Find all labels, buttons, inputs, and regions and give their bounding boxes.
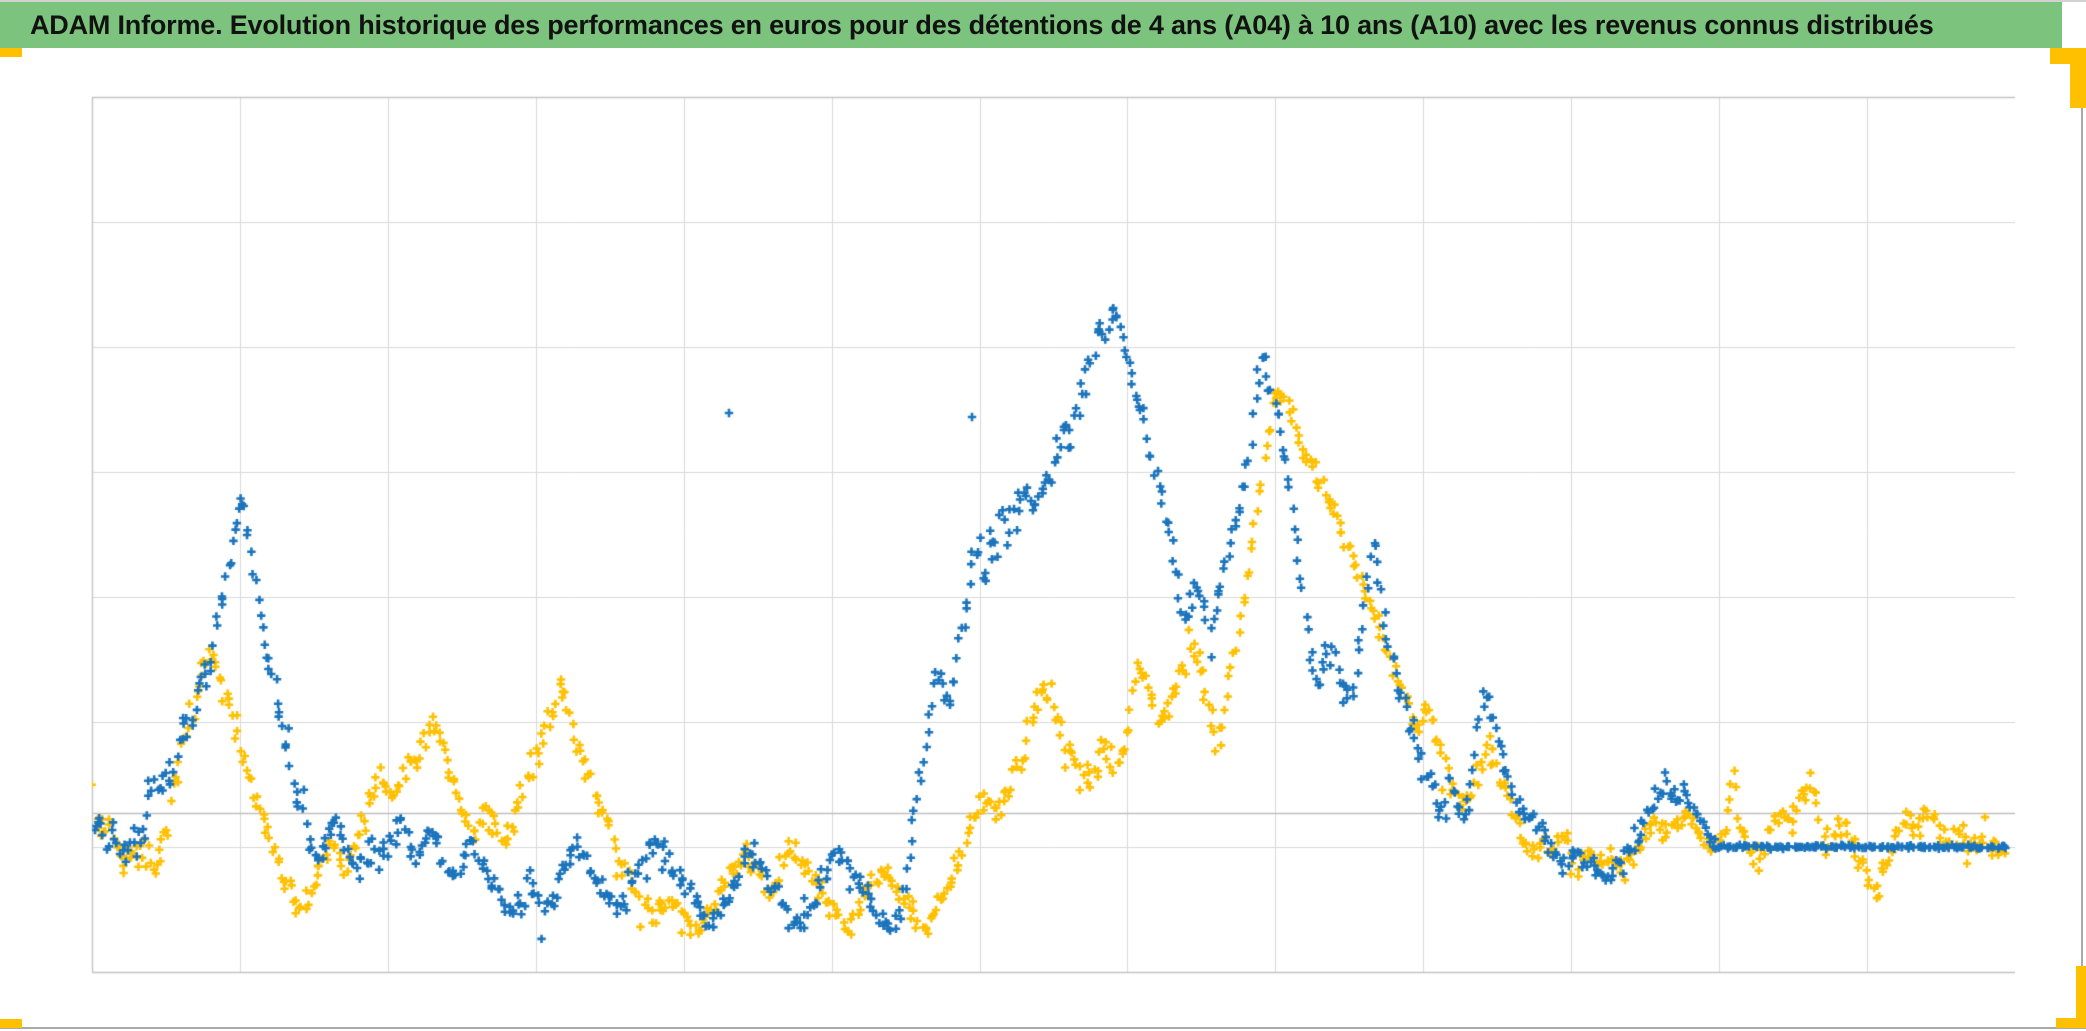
- right-edge-line: [2081, 48, 2083, 1029]
- corner-mark-bottom-left: [0, 1019, 22, 1028]
- corner-mark-bottom-right-v: [2076, 966, 2086, 1028]
- bottom-edge-line: [0, 1027, 2086, 1029]
- chart-title-bar: ADAM Informe. Evolution historique des p…: [0, 2, 2062, 48]
- corner-mark-top-right-h: [2050, 48, 2086, 64]
- corner-mark-bottom-right-h: [2056, 1018, 2086, 1028]
- corner-mark-top-right-v: [2070, 62, 2086, 108]
- top-edge-line: [0, 0, 2086, 2]
- chart-title: ADAM Informe. Evolution historique des p…: [30, 9, 1934, 40]
- corner-mark-top-left: [0, 48, 22, 57]
